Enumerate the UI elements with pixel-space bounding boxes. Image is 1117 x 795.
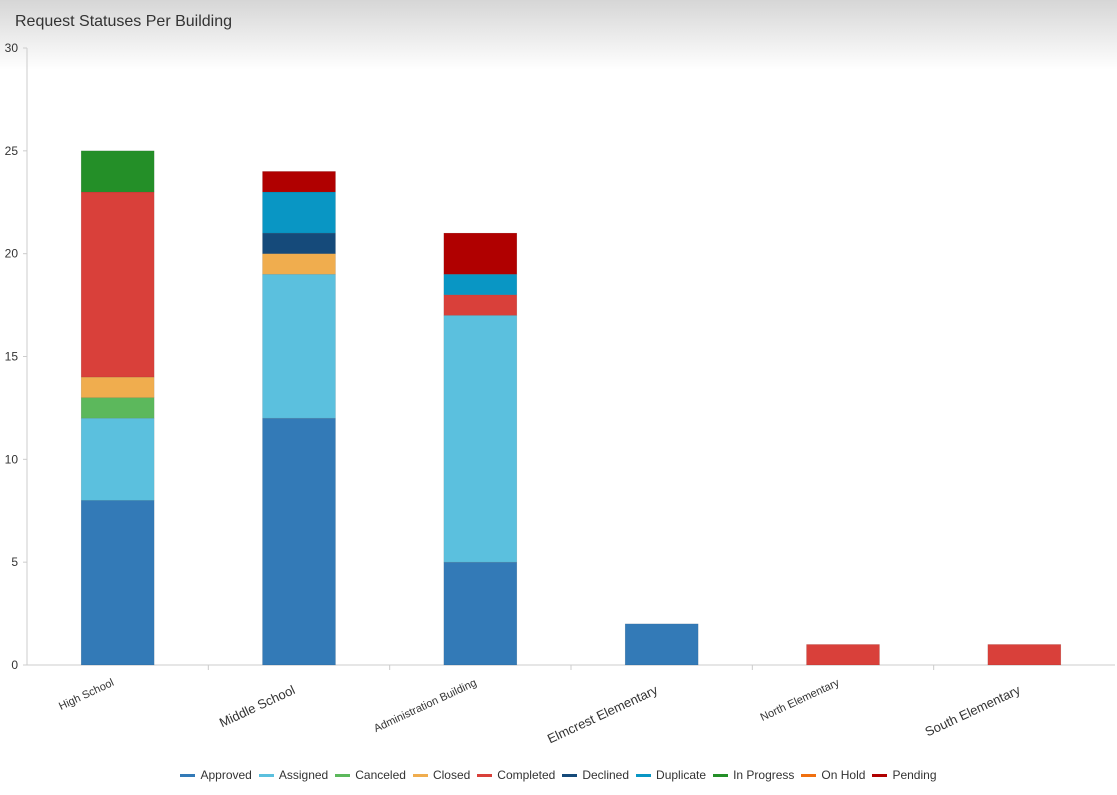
legend-swatch (477, 773, 493, 777)
legend-item[interactable]: On Hold (801, 768, 865, 782)
legend-swatch (636, 773, 652, 777)
header-shade (0, 0, 1117, 70)
legend-label: Assigned (278, 768, 329, 782)
x-tick-label: Administration Building (372, 677, 478, 735)
legend-swatch (562, 773, 578, 777)
bar-segment-completed (987, 644, 1062, 666)
legend: Approved Assigned Canceled Closed Completed D… (0, 768, 1117, 782)
bar-segment-pending (262, 171, 336, 193)
legend-label: On Hold (821, 768, 866, 782)
legend-swatch (801, 773, 817, 777)
chart-title: Request Statuses Per Building (15, 13, 233, 30)
bar-segment-completed (443, 294, 518, 316)
legend-swatch (872, 773, 888, 777)
legend-item[interactable]: Duplicate (636, 768, 706, 782)
legend-item[interactable]: Canceled (335, 768, 406, 782)
bar-segment-pending (443, 232, 518, 275)
legend-swatch (412, 773, 428, 777)
y-tick-label: 15 (5, 350, 19, 364)
legend-swatch (180, 773, 196, 777)
bar-segment-assigned (80, 417, 155, 501)
bar-segment-closed (262, 253, 336, 275)
legend-item[interactable]: In Progress (713, 768, 794, 782)
legend-label: Approved (200, 768, 252, 782)
legend-item[interactable]: Pending (872, 768, 937, 782)
bar-segment-completed (80, 191, 155, 378)
bar-segment-declined (262, 232, 336, 254)
legend-item[interactable]: Assigned (258, 768, 329, 782)
y-tick-label: 30 (5, 41, 19, 55)
bar-segment-assigned (262, 273, 336, 419)
bar-segment-approved (80, 500, 155, 666)
legend-swatch (258, 773, 274, 777)
legend-label: Canceled (355, 768, 406, 782)
x-tick-label: South Elementary (923, 682, 1023, 739)
y-tick-label: 0 (11, 658, 18, 672)
legend-label: In Progress (733, 768, 795, 782)
bar-segment-approved (262, 417, 336, 666)
legend-item[interactable]: Approved (180, 768, 252, 782)
bar-segment-closed (80, 376, 155, 398)
legend-item[interactable]: Completed (477, 768, 555, 782)
legend-swatch (713, 773, 729, 777)
legend-swatch (335, 773, 351, 777)
legend-item[interactable]: Declined (562, 768, 629, 782)
y-tick-label: 10 (5, 452, 19, 466)
bar-segment-assigned (443, 315, 518, 563)
y-tick-label: 5 (11, 555, 18, 569)
bar-segment-duplicate (262, 191, 336, 234)
bar-segment-completed (806, 644, 880, 666)
y-tick-label: 20 (5, 247, 19, 261)
bar-segment-in-progress (80, 150, 155, 193)
bar-segment-canceled (80, 397, 155, 419)
legend-label: Duplicate (656, 768, 707, 782)
bar-segment-duplicate (443, 273, 518, 296)
legend-label: Closed (432, 768, 471, 782)
legend-item[interactable]: Closed (412, 768, 471, 782)
x-tick-label: High School (57, 677, 116, 713)
bar-segment-approved (624, 623, 699, 666)
x-tick-label: Middle School (217, 682, 297, 730)
legend-label: Completed (497, 768, 556, 782)
legend-label: Declined (582, 768, 630, 782)
chart: 0 5 10 15 20 25 30 High School Middle School Admi… (5, 41, 1115, 746)
legend-label: Pending (892, 768, 937, 782)
bar-segment-approved (443, 561, 518, 666)
y-tick-label: 25 (5, 144, 19, 158)
x-tick-label: Elmcrest Elementary (545, 682, 660, 746)
x-tick-label: North Elementary (759, 677, 842, 724)
